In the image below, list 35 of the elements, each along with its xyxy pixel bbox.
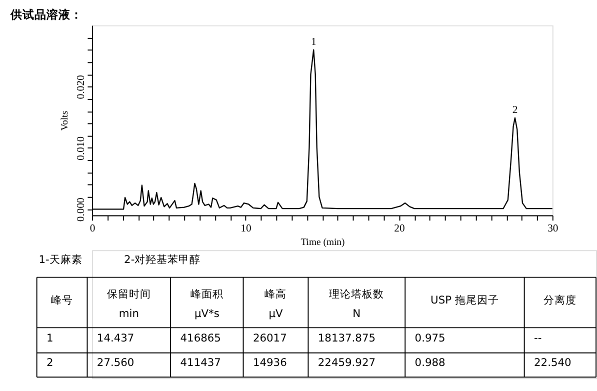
- text: 保留时间 min: [106, 288, 151, 320]
- text: 1: [46, 331, 54, 344]
- x-tick-label: 20: [394, 223, 405, 234]
- chart-title: 供试品溶液：: [10, 8, 83, 22]
- text: 411437: [180, 356, 221, 369]
- y-axis-title: Volts: [59, 110, 70, 131]
- text: --: [534, 331, 542, 344]
- x-axis-title: Time (min): [300, 236, 345, 248]
- annotation: 2: [512, 105, 518, 116]
- text: 理论塔板数 N: [329, 288, 384, 320]
- annotation: 1: [310, 36, 316, 48]
- text: USP 拖尾因子: [430, 293, 499, 306]
- text: 14936: [252, 356, 288, 369]
- text: 2: [46, 356, 54, 369]
- x-tick-label: 0: [90, 223, 96, 234]
- text: 峰高 μV: [264, 288, 287, 320]
- y-tick-label: 0.000: [76, 198, 87, 222]
- y-tick-label: 0.020: [76, 75, 87, 100]
- text: 22459.927: [318, 356, 376, 369]
- text: 27.560: [96, 356, 134, 369]
- text: 26017: [252, 331, 287, 344]
- text: 14.437: [96, 331, 134, 344]
- text: 分离度: [544, 293, 577, 306]
- text: 2-对羟基苯甲醇: [124, 252, 201, 266]
- text: 0.975: [414, 331, 446, 344]
- text: 0.988: [414, 356, 446, 369]
- y-tick-label: 0.010: [76, 136, 87, 160]
- text: 18137.875: [318, 331, 376, 344]
- x-tick-label: 30: [548, 223, 558, 234]
- text: 22.540: [534, 356, 572, 369]
- x-tick-label: 10: [240, 223, 252, 234]
- text: 峰面积 μV*s: [190, 288, 224, 320]
- text: 1-天麻素: [38, 252, 82, 266]
- text: 峰号: [51, 293, 74, 306]
- text: 416865: [180, 331, 221, 344]
